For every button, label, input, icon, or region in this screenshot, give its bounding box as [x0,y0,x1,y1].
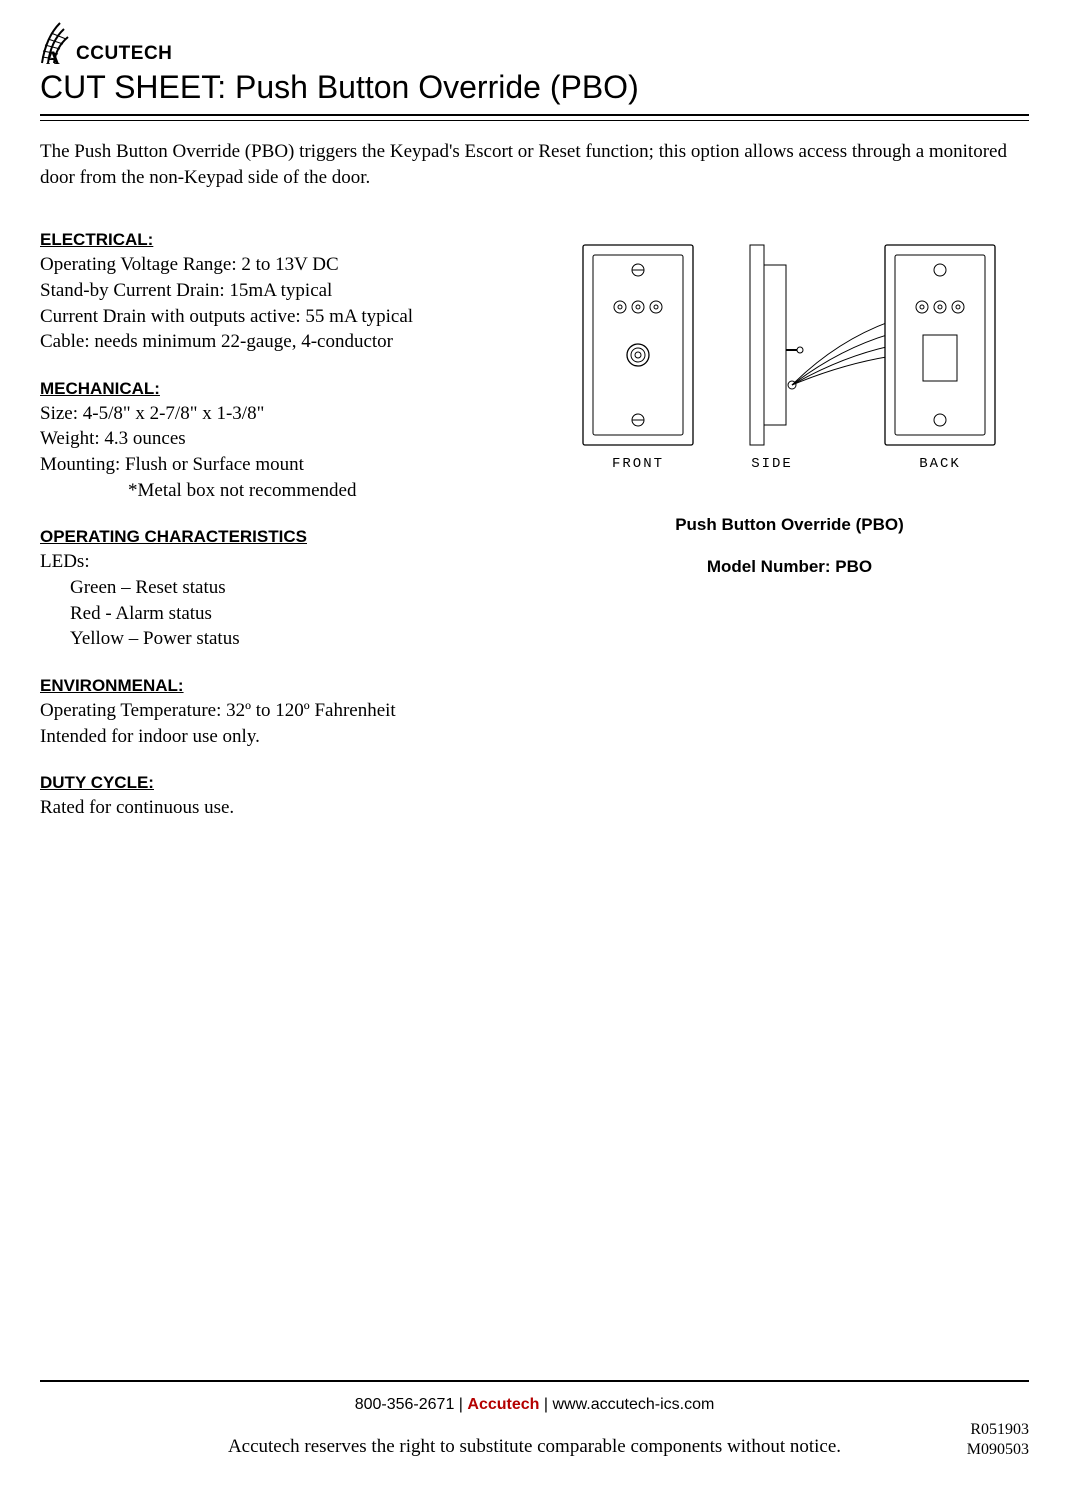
figure-caption-title: Push Button Override (PBO) [550,515,1029,535]
page-footer: 800-356-2671 | Accutech | www.accutech-i… [40,1380,1029,1458]
electrical-heading: ELECTRICAL: [40,230,520,250]
duty-text: Rated for continuous use. [40,795,520,821]
spec-weight: Weight: 4.3 ounces [40,426,520,452]
footer-sep-1: | [454,1396,467,1413]
env-indoor: Intended for indoor use only. [40,724,520,750]
footer-disclaimer: Accutech reserves the right to substitut… [40,1436,1029,1458]
label-back: BACK [919,456,961,472]
doc-code-r: R051903 [967,1420,1029,1440]
figure-caption-model: Model Number: PBO [550,557,1029,577]
logo-swirl-icon: A [40,17,74,65]
leds-label: LEDs: [40,549,520,575]
title-rule [40,114,1029,121]
footer-url: www.accutech-ics.com [552,1396,714,1413]
spec-size: Size: 4-5/8" x 2-7/8" x 1-3/8" [40,401,520,427]
duty-heading: DUTY CYCLE: [40,773,520,793]
label-side: SIDE [751,456,793,472]
footer-phone: 800-356-2671 [355,1396,455,1413]
spec-mounting-note: *Metal box not recommended [40,478,520,504]
doc-code-m: M090503 [967,1440,1029,1460]
footer-rule [40,1380,1029,1382]
spec-active: Current Drain with outputs active: 55 mA… [40,304,520,330]
figure-column: FRONT SIDE [550,230,1029,821]
led-red: Red - Alarm status [40,601,520,627]
operating-heading: OPERATING CHARACTERISTICS [40,527,520,547]
page-title: CUT SHEET: Push Button Override (PBO) [40,69,1029,106]
pbo-diagram: FRONT SIDE [565,235,1015,480]
spec-voltage: Operating Voltage Range: 2 to 13V DC [40,252,520,278]
spec-mounting: Mounting: Flush or Surface mount [40,452,520,478]
brand-logo: A CCUTECH [40,10,1029,65]
intro-paragraph: The Push Button Override (PBO) triggers … [40,139,1029,190]
label-front: FRONT [611,456,663,472]
specs-column: ELECTRICAL: Operating Voltage Range: 2 t… [40,230,520,821]
footer-contact-line: 800-356-2671 | Accutech | www.accutech-i… [40,1396,1029,1414]
svg-text:A: A [46,48,60,65]
env-temp: Operating Temperature: 32º to 120º Fahre… [40,698,520,724]
led-green: Green – Reset status [40,575,520,601]
footer-brand: Accutech [467,1396,539,1413]
brand-name: CCUTECH [76,43,172,65]
spec-standby: Stand-by Current Drain: 15mA typical [40,278,520,304]
led-yellow: Yellow – Power status [40,626,520,652]
spec-cable: Cable: needs minimum 22-gauge, 4-conduct… [40,329,520,355]
doc-codes: R051903 M090503 [967,1420,1029,1460]
environmental-heading: ENVIRONMENAL: [40,676,520,696]
footer-sep-2: | [539,1396,552,1413]
mechanical-heading: MECHANICAL: [40,379,520,399]
